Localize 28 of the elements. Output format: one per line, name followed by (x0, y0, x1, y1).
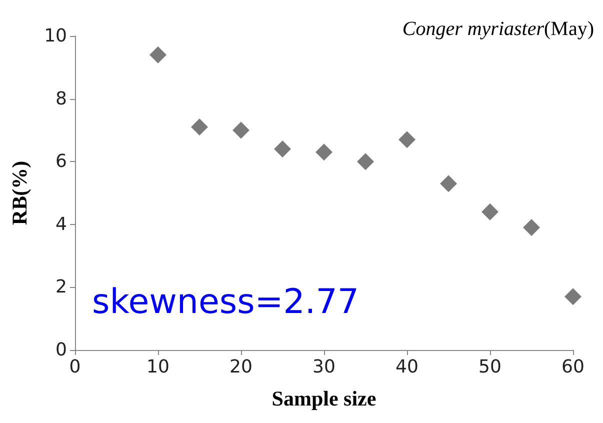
point (523, 219, 540, 236)
y-tick-label: 0 (56, 340, 67, 360)
point (274, 140, 291, 158)
y-tick-label: 10 (44, 26, 67, 46)
x-tick-label: 50 (478, 356, 502, 378)
x-tick-label: 60 (562, 356, 584, 378)
x-tick-label: 20 (230, 356, 252, 378)
point (191, 118, 208, 136)
y-tick-label: 4 (56, 214, 67, 235)
point (316, 144, 332, 161)
x-tick-label: 10 (146, 356, 170, 378)
point (232, 122, 250, 139)
point (440, 175, 457, 192)
y-tick-label: 6 (56, 151, 67, 172)
y-tick-label: 2 (56, 276, 67, 298)
x-tick-label: 40 (396, 356, 418, 378)
point (398, 131, 416, 148)
annotation: skewness=2.77 (92, 282, 360, 322)
point (357, 153, 374, 170)
x-axis-title: Sample size (272, 386, 376, 410)
x-tick-label: 0 (69, 356, 81, 378)
x-tick-label: 30 (312, 356, 336, 378)
chart-title: Conger myriaster(May) (402, 18, 594, 40)
point (564, 288, 582, 306)
point (150, 46, 166, 64)
point (482, 203, 498, 220)
y-tick-label: 8 (56, 88, 67, 110)
y-axis-title: RB(%) (8, 160, 32, 226)
